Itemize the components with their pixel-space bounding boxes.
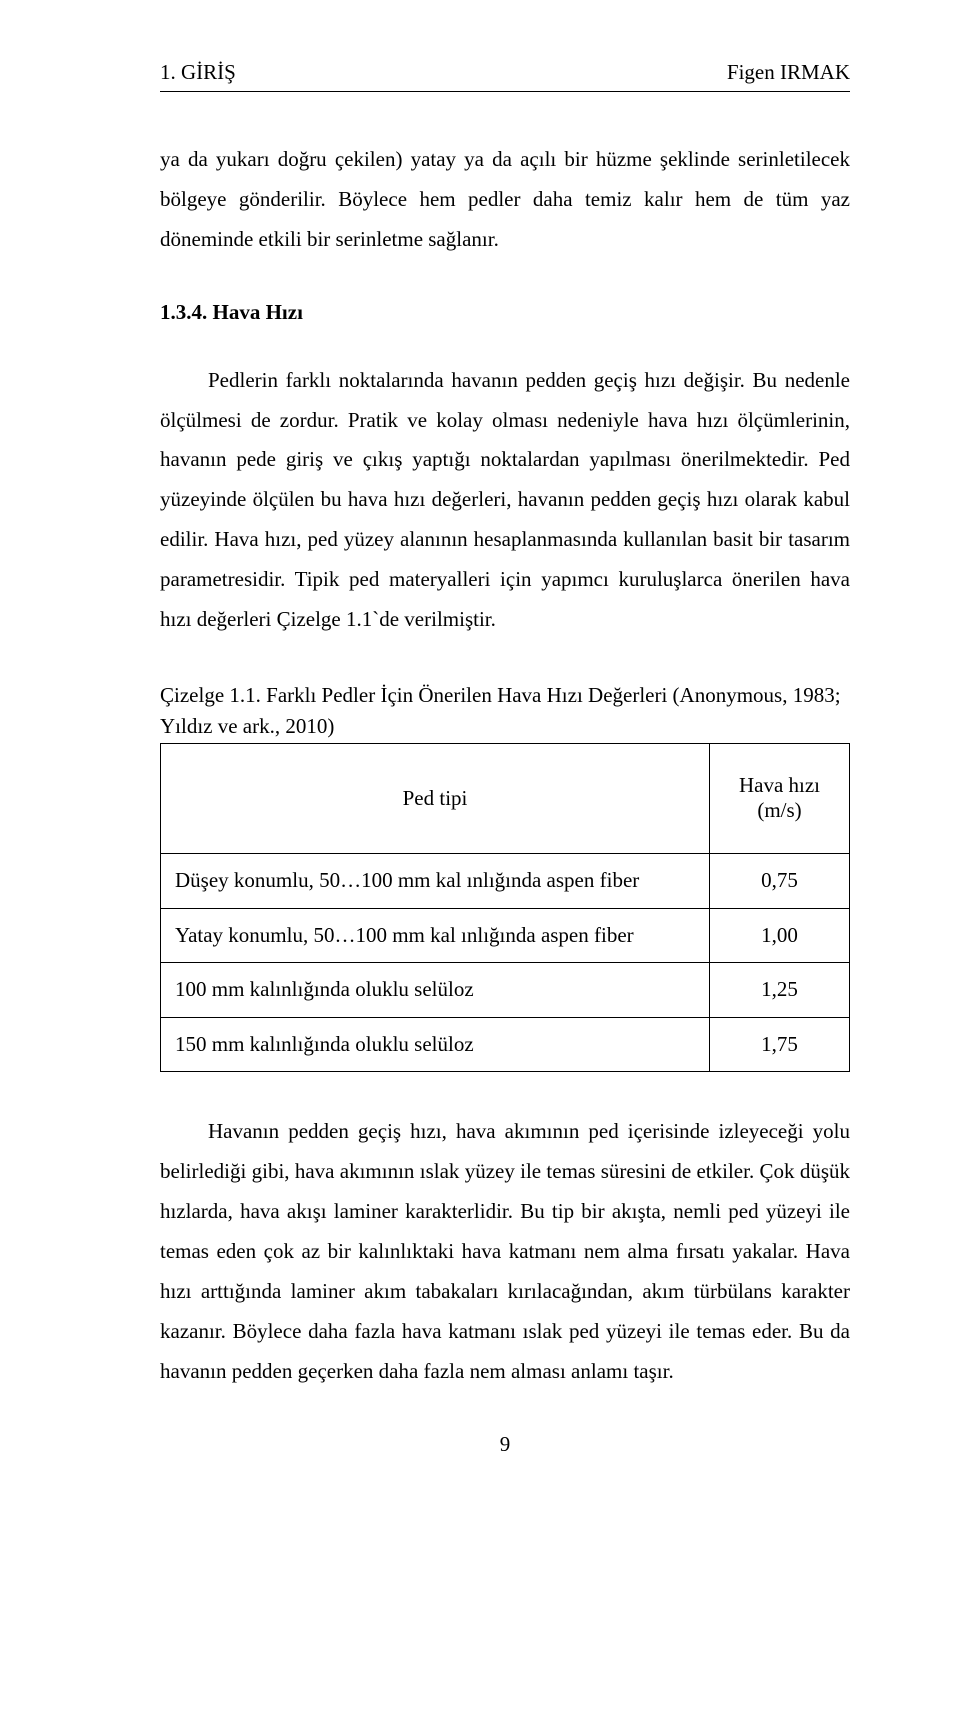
table-cell-label: 100 mm kalınlığında oluklu selüloz <box>161 963 710 1018</box>
table-cell-value: 0,75 <box>710 853 850 908</box>
table-row: Yatay konumlu, 50…100 mm kal ınlığında a… <box>161 908 850 963</box>
header-line-1: Hava hızı <box>739 773 820 797</box>
section-heading: 1.3.4. Hava Hızı <box>160 300 850 325</box>
paragraph-body-2: Havanın pedden geçiş hızı, hava akımının… <box>160 1112 850 1391</box>
table-caption: Çizelge 1.1. Farklı Pedler İçin Önerilen… <box>160 680 850 743</box>
table-header-hava-hizi: Hava hızı (m/s) <box>710 743 850 853</box>
table-header-row: Ped tipi Hava hızı (m/s) <box>161 743 850 853</box>
table-cell-value: 1,75 <box>710 1017 850 1072</box>
page: 1. GİRİŞ Figen IRMAK ya da yukarı doğru … <box>0 0 960 1711</box>
table-cell-label: Yatay konumlu, 50…100 mm kal ınlığında a… <box>161 908 710 963</box>
header-rule <box>160 91 850 92</box>
air-speed-table: Ped tipi Hava hızı (m/s) Düşey konumlu, … <box>160 743 850 1072</box>
table-row: 100 mm kalınlığında oluklu selüloz 1,25 <box>161 963 850 1018</box>
running-header: 1. GİRİŞ Figen IRMAK <box>160 60 850 85</box>
header-author: Figen IRMAK <box>727 60 850 85</box>
table-row: Düşey konumlu, 50…100 mm kal ınlığında a… <box>161 853 850 908</box>
table-cell-value: 1,25 <box>710 963 850 1018</box>
paragraph-continuation: ya da yukarı doğru çekilen) yatay ya da … <box>160 140 850 260</box>
paragraph-body: Pedlerin farklı noktalarında havanın ped… <box>160 361 850 640</box>
page-number: 9 <box>160 1432 850 1457</box>
table-header-ped-tipi: Ped tipi <box>161 743 710 853</box>
header-line-2: (m/s) <box>757 798 801 822</box>
table-cell-label: Düşey konumlu, 50…100 mm kal ınlığında a… <box>161 853 710 908</box>
header-section: 1. GİRİŞ <box>160 60 236 85</box>
table-cell-value: 1,00 <box>710 908 850 963</box>
table-row: 150 mm kalınlığında oluklu selüloz 1,75 <box>161 1017 850 1072</box>
table-cell-label: 150 mm kalınlığında oluklu selüloz <box>161 1017 710 1072</box>
